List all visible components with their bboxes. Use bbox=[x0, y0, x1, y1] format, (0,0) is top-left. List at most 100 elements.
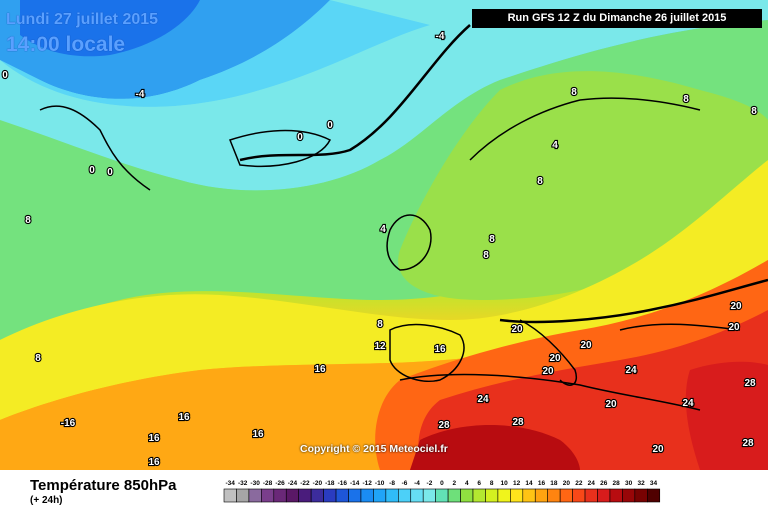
scale-tick-label: 20 bbox=[563, 480, 571, 487]
isotherm-label: 8 bbox=[751, 106, 757, 117]
scale-tick-label: 12 bbox=[513, 480, 521, 487]
coastline-iberia bbox=[389, 323, 465, 382]
scale-swatch bbox=[348, 488, 362, 503]
scale-swatch bbox=[236, 488, 250, 503]
cyan-zone-east bbox=[0, 0, 768, 191]
scale-tick-label: -30 bbox=[250, 480, 260, 487]
scale-swatch bbox=[485, 488, 499, 503]
scale-tick-label: -12 bbox=[362, 480, 372, 487]
scale-swatch bbox=[472, 488, 486, 503]
scale-swatch bbox=[622, 488, 636, 503]
isotherm-label: 0 bbox=[107, 167, 113, 178]
scale-swatch bbox=[360, 488, 374, 503]
coastline-greenland bbox=[39, 105, 151, 191]
isotherm-label: 8 bbox=[377, 319, 383, 330]
coastline-scandinavia bbox=[469, 97, 701, 161]
model-run-banner: Run GFS 12 Z du Dimanche 26 juillet 2015 bbox=[472, 9, 762, 28]
isotherm-label: 20 bbox=[511, 324, 523, 335]
isotherm-label: 20 bbox=[580, 340, 592, 351]
coastline-british-isles bbox=[386, 214, 432, 271]
coastline-iceland bbox=[229, 129, 332, 168]
isotherm-label: 8 bbox=[483, 250, 489, 261]
scale-swatch bbox=[335, 488, 349, 503]
isotherm-label: 24 bbox=[477, 394, 489, 405]
isotherm-label: 0 bbox=[297, 132, 303, 143]
scale-tick-label: 14 bbox=[525, 480, 533, 487]
scale-swatch bbox=[373, 488, 387, 503]
scale-tick-label: 32 bbox=[637, 480, 645, 487]
yellow-zone-12 bbox=[0, 160, 768, 420]
isotherm-label: 16 bbox=[148, 433, 160, 444]
scale-swatch bbox=[298, 488, 312, 503]
isotherm-label: 28 bbox=[512, 417, 524, 428]
isotherm-label: 0 bbox=[89, 165, 95, 176]
isotherm-label: 16 bbox=[252, 429, 264, 440]
coastlines bbox=[39, 97, 741, 411]
scale-swatch bbox=[435, 488, 449, 503]
color-scale: -34 -32 -30 -28 -26 -24 -22 -20 -18 -16 -14 -12 -10-… bbox=[223, 480, 661, 503]
scale-tick-label: -24 bbox=[288, 480, 298, 487]
scale-tick-label: -22 bbox=[300, 480, 310, 487]
scale-tick-label: -18 bbox=[325, 480, 335, 487]
isotherm-label: 24 bbox=[682, 398, 694, 409]
scale-swatch bbox=[223, 488, 237, 503]
scale-swatch bbox=[646, 488, 661, 503]
scale-swatch bbox=[547, 488, 561, 503]
isotherm-20-line bbox=[499, 278, 768, 324]
isotherm-label: 20 bbox=[549, 353, 561, 364]
scale-tick-label: -20 bbox=[313, 480, 323, 487]
forecast-time: 14:00 locale bbox=[6, 33, 126, 56]
isotherm-label: -4 bbox=[436, 31, 445, 42]
isotherm-label: 8 bbox=[571, 87, 577, 98]
scale-tick-label: 30 bbox=[625, 480, 633, 487]
coastline-north-africa bbox=[399, 373, 701, 411]
isotherm-label: 16 bbox=[314, 364, 326, 375]
scale-tick-label: 10 bbox=[501, 480, 509, 487]
scale-swatch bbox=[385, 488, 399, 503]
isotherm-label: 8 bbox=[489, 234, 495, 245]
isotherm-label: 28 bbox=[438, 420, 450, 431]
scale-swatch bbox=[410, 488, 424, 503]
scale-swatch bbox=[422, 488, 436, 503]
scale-tick-label: -14 bbox=[350, 480, 360, 487]
coastline-turkey bbox=[619, 323, 741, 331]
scale-tick-label: -6 bbox=[402, 480, 408, 487]
isotherm-label: 20 bbox=[730, 301, 742, 312]
scale-swatch bbox=[310, 488, 324, 503]
scale-tick-label: -10 bbox=[375, 480, 385, 487]
scale-swatch bbox=[522, 488, 536, 503]
scale-swatch bbox=[323, 488, 337, 503]
scale-swatch bbox=[572, 488, 586, 503]
scale-tick-label: 26 bbox=[600, 480, 608, 487]
isotherm-label: 4 bbox=[552, 140, 558, 151]
scale-swatch bbox=[285, 488, 299, 503]
copyright-text: Copyright © 2015 Meteociel.fr bbox=[300, 443, 448, 455]
scale-swatch bbox=[497, 488, 511, 503]
scale-tick-label: 34 bbox=[650, 480, 658, 487]
scale-tick-label: -4 bbox=[414, 480, 420, 487]
scale-swatch bbox=[510, 488, 524, 503]
scale-swatch bbox=[559, 488, 573, 503]
variable-title: Température 850hPa bbox=[30, 477, 177, 494]
scale-swatch bbox=[273, 488, 287, 503]
scale-swatch bbox=[634, 488, 648, 503]
isotherm-label: 28 bbox=[744, 378, 756, 389]
cyan-zone-0 bbox=[0, 0, 480, 107]
isotherm-label: 8 bbox=[537, 176, 543, 187]
scale-swatch bbox=[534, 488, 548, 503]
scale-tick-label: 4 bbox=[465, 480, 469, 487]
scale-swatch bbox=[397, 488, 412, 503]
isotherm-label: 16 bbox=[434, 344, 446, 355]
scale-tick-label: 28 bbox=[613, 480, 621, 487]
isotherm-label: 20 bbox=[652, 444, 664, 455]
scale-tick-label: 6 bbox=[477, 480, 481, 487]
isotherm-label: 12 bbox=[374, 341, 386, 352]
scale-swatch bbox=[261, 488, 275, 503]
isotherm-label: 0 bbox=[327, 120, 333, 131]
isotherm-label: 28 bbox=[742, 438, 754, 449]
scale-swatch bbox=[584, 488, 598, 503]
isotherm-label: 8 bbox=[25, 215, 31, 226]
